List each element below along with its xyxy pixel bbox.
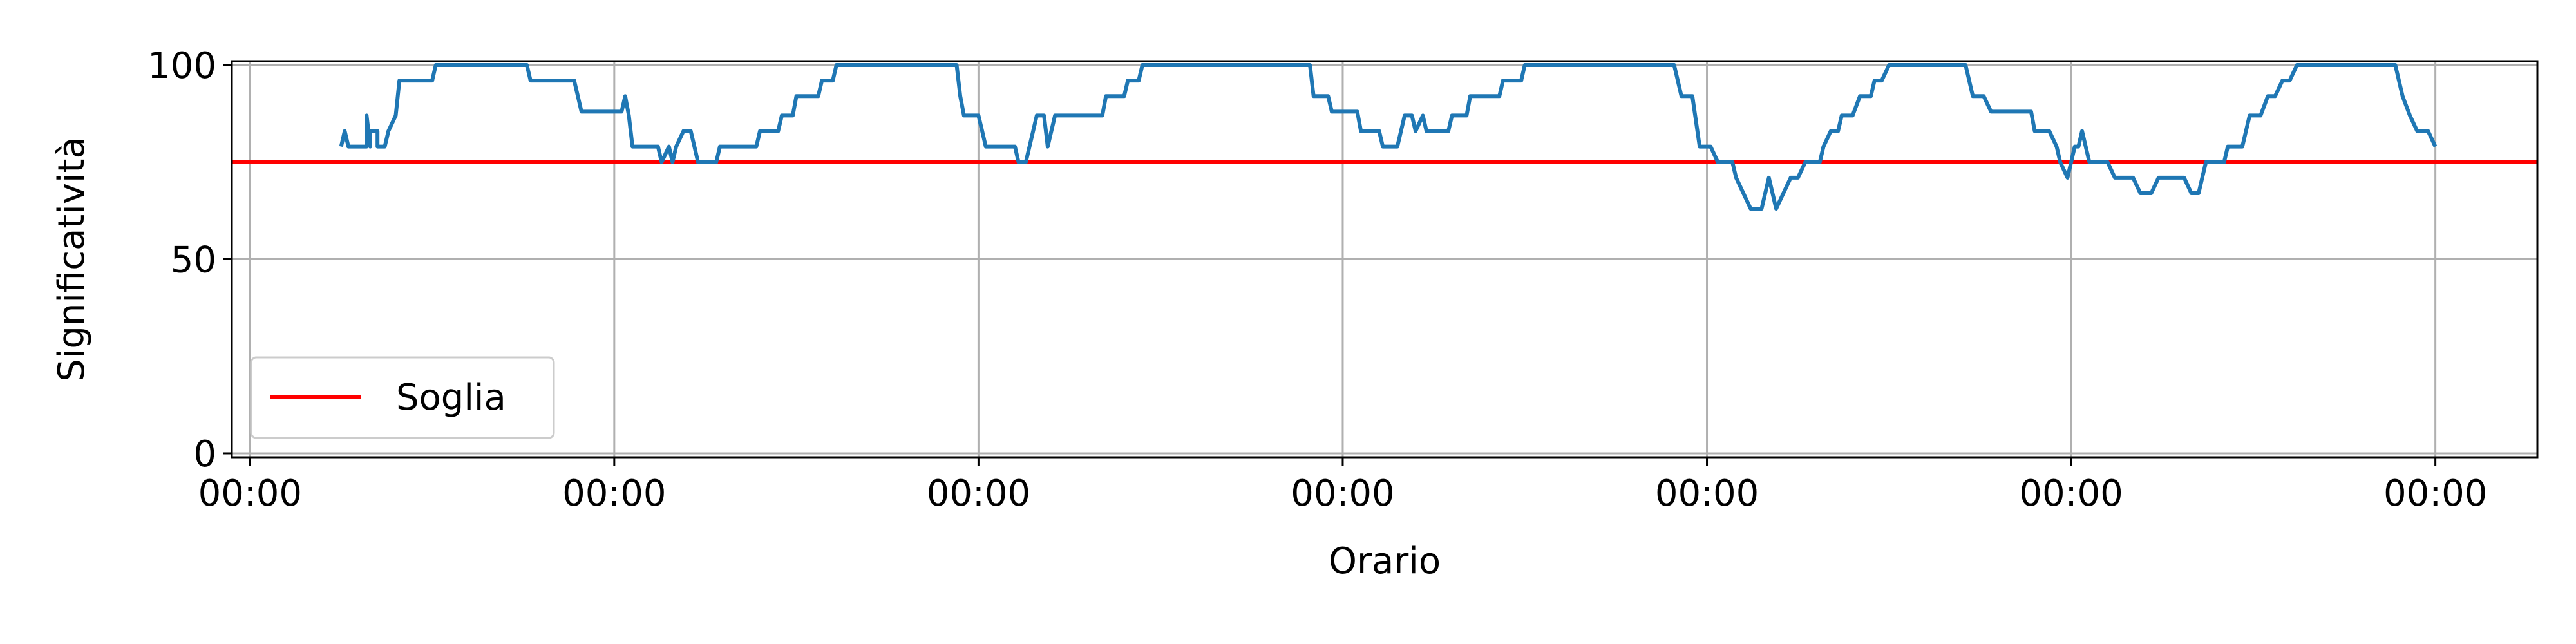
x-axis-label: Orario (1329, 540, 1441, 582)
x-tick-label: 00:00 (2019, 473, 2123, 515)
y-tick-label: 100 (147, 45, 216, 87)
x-axis-ticks: 00:00 00:00 00:00 00:00 00:00 00:00 00:00 (198, 457, 2487, 515)
y-axis-label: Significatività (51, 137, 93, 382)
series-layer (339, 63, 2438, 211)
legend-box (250, 356, 555, 439)
legend: Soglia (250, 356, 555, 439)
series-line (339, 63, 2438, 211)
x-tick-label: 00:00 (1655, 473, 1759, 515)
x-tick-label: 00:00 (1291, 473, 1394, 515)
y-axis-ticks: 0 50 100 (147, 45, 232, 475)
y-tick-label: 0 (193, 433, 216, 475)
x-tick-label: 00:00 (198, 473, 302, 515)
legend-label-soglia: Soglia (396, 377, 506, 419)
x-tick-label: 00:00 (2383, 473, 2487, 515)
x-tick-label: 00:00 (927, 473, 1030, 515)
y-tick-label: 50 (171, 240, 216, 281)
x-tick-label: 00:00 (562, 473, 666, 515)
grid (232, 61, 2537, 457)
